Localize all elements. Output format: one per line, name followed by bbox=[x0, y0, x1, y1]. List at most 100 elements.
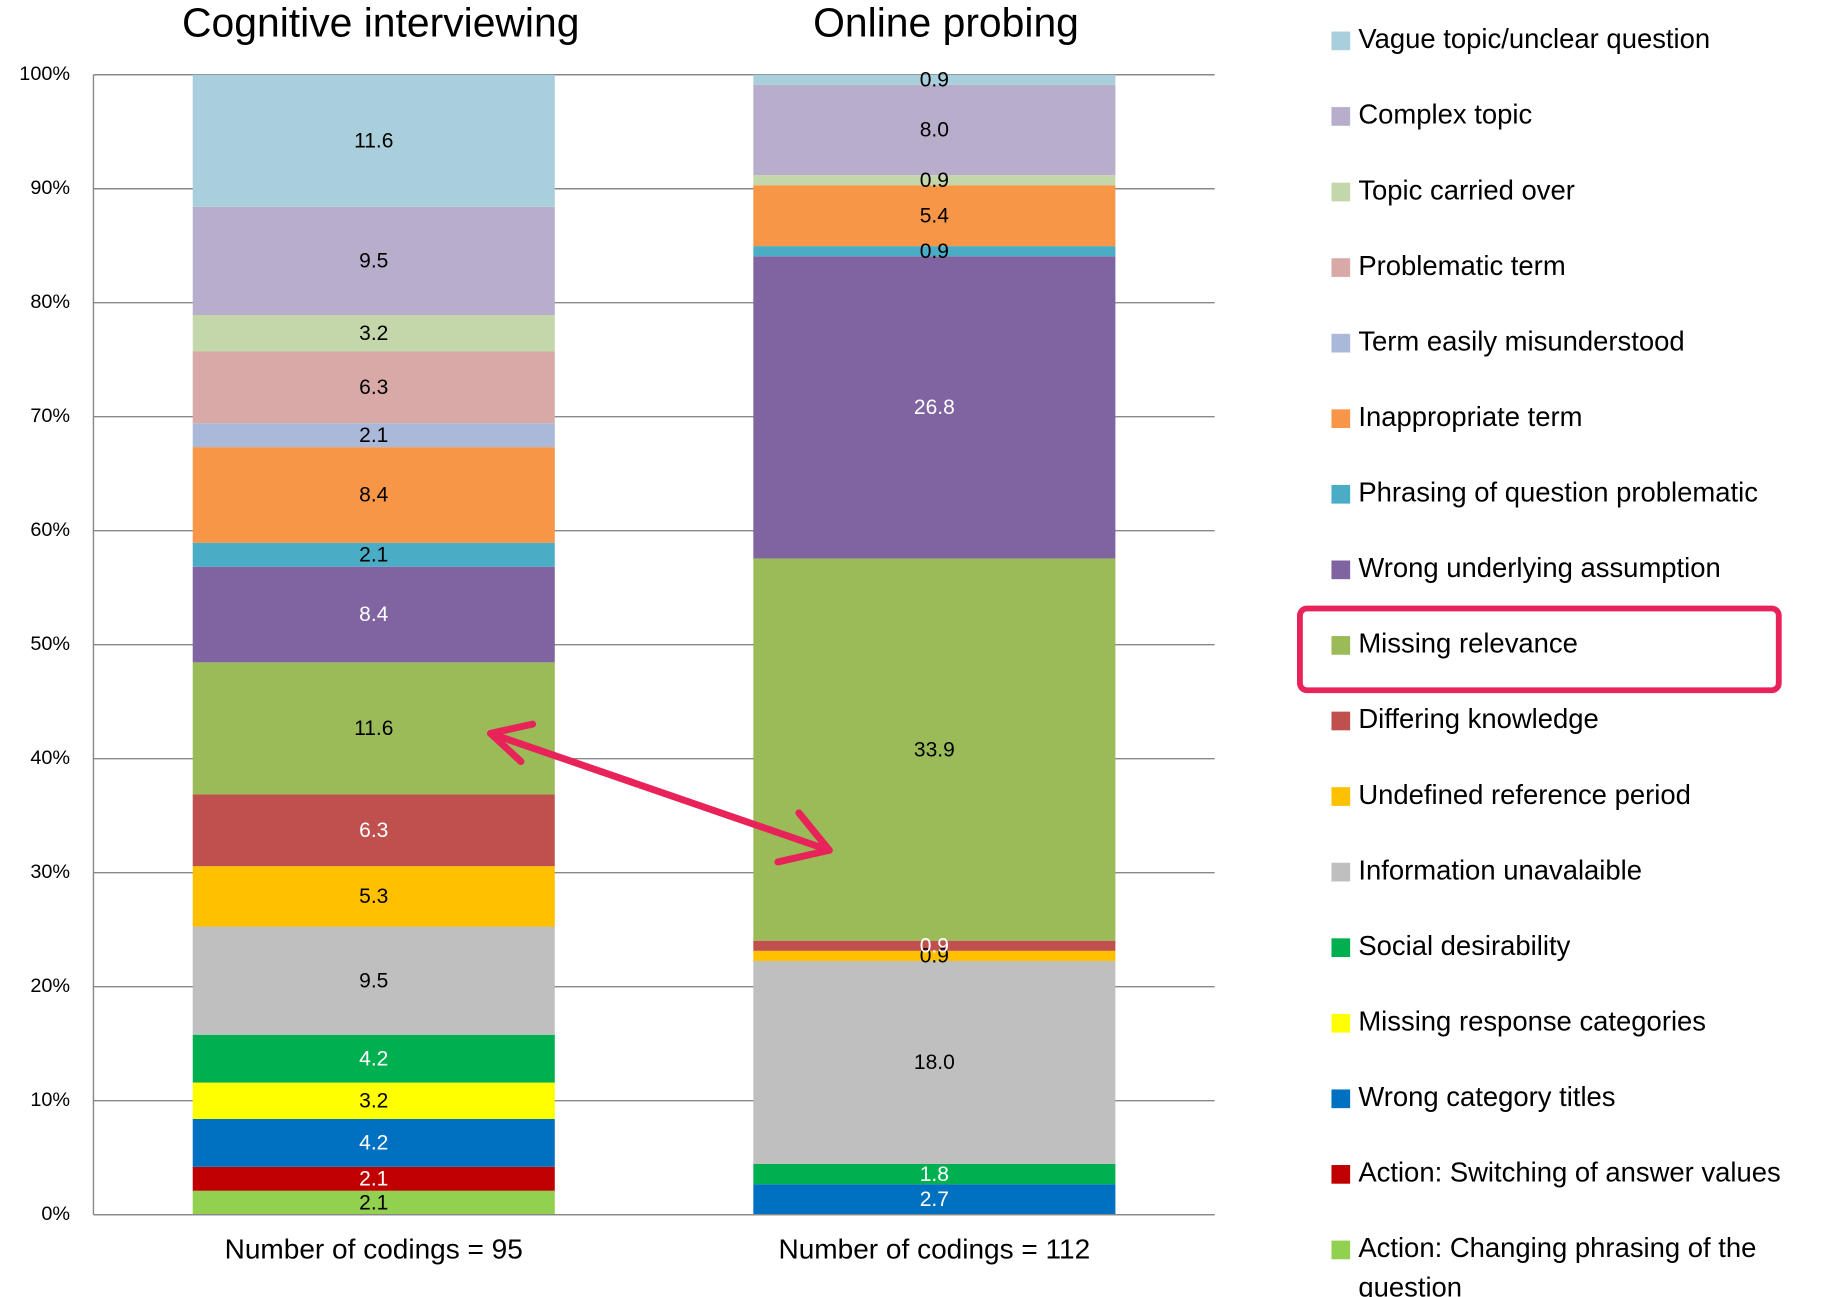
bar-segment bbox=[192, 1119, 555, 1167]
value-label: 11.6 bbox=[354, 717, 393, 740]
bar-segment bbox=[192, 926, 555, 1035]
bar-segment bbox=[753, 84, 1116, 176]
legend-label: Problematic term bbox=[1358, 250, 1565, 281]
y-tick-label: 50% bbox=[30, 633, 70, 655]
y-tick-label: 20% bbox=[30, 975, 70, 997]
bar-segment bbox=[192, 1034, 555, 1083]
bar-segment bbox=[192, 662, 555, 795]
y-tick-label: 100% bbox=[19, 63, 70, 85]
bar-segment bbox=[192, 1190, 555, 1215]
y-tick-label: 10% bbox=[30, 1089, 70, 1111]
bar-segment bbox=[753, 1163, 1116, 1185]
legend-swatch bbox=[1331, 182, 1351, 202]
bar-segment bbox=[192, 566, 555, 663]
bar-segment bbox=[192, 542, 555, 567]
value-label: 0.9 bbox=[920, 934, 949, 957]
bar-segment bbox=[753, 256, 1116, 559]
legend-label: Vague topic/unclear question bbox=[1358, 23, 1710, 54]
legend-line: question bbox=[1358, 1272, 1462, 1297]
legend-label: Action: Changing phrasing of the question bbox=[1358, 1232, 1756, 1297]
legend-swatch bbox=[1331, 333, 1351, 353]
legend-swatch bbox=[1331, 484, 1351, 504]
legend-label: Phrasing of question problematic bbox=[1358, 477, 1758, 508]
value-label: 4.2 bbox=[359, 1047, 388, 1070]
legend-label: Wrong underlying assumption bbox=[1358, 552, 1720, 583]
value-label: 1.8 bbox=[920, 1163, 949, 1186]
legend-label: Missing response categories bbox=[1358, 1005, 1706, 1036]
bar-segment bbox=[192, 794, 555, 867]
bar-segment bbox=[753, 246, 1116, 257]
bar-segment bbox=[192, 206, 555, 316]
legend-swatch bbox=[1331, 862, 1351, 882]
legend-label: Differing knowledge bbox=[1358, 703, 1598, 734]
y-tick-label: 40% bbox=[30, 747, 70, 769]
value-label: 6.3 bbox=[359, 376, 388, 399]
legend-swatch bbox=[1331, 1013, 1351, 1033]
value-label: 2.7 bbox=[920, 1188, 949, 1211]
value-label: 8.0 bbox=[920, 119, 949, 142]
column-note: Number of codings = 95 bbox=[225, 1233, 523, 1264]
value-label: 2.1 bbox=[359, 424, 388, 447]
value-label: 33.9 bbox=[914, 738, 955, 761]
value-label: 0.9 bbox=[920, 69, 949, 92]
bar-segment bbox=[192, 351, 555, 424]
legend-label: Missing relevance bbox=[1358, 628, 1578, 659]
value-label: 3.2 bbox=[359, 1089, 388, 1112]
legend-label: Undefined reference period bbox=[1358, 779, 1691, 810]
legend: Vague topic/unclear question Complex topi… bbox=[1331, 23, 1781, 1297]
value-label: 8.4 bbox=[359, 484, 389, 507]
value-label: 3.2 bbox=[359, 322, 388, 345]
legend-label: Complex topic bbox=[1358, 99, 1532, 130]
legend-swatch bbox=[1331, 787, 1351, 806]
value-label: 2.1 bbox=[359, 1191, 388, 1214]
bar-segment bbox=[192, 315, 555, 352]
legend-label: Topic carried over bbox=[1358, 174, 1575, 205]
y-tick-label: 60% bbox=[30, 519, 70, 541]
legend-label: Information unavalaible bbox=[1358, 854, 1642, 885]
legend-label: Inappropriate term bbox=[1358, 401, 1582, 432]
value-label: 9.5 bbox=[359, 969, 388, 992]
value-label: 8.4 bbox=[359, 603, 389, 626]
legend-swatch bbox=[1331, 1165, 1351, 1184]
labels: Cognitive interviewing Number of codings … bbox=[182, 0, 1090, 1264]
highlight-box bbox=[1297, 605, 1782, 694]
column-title: Cognitive interviewing bbox=[182, 0, 579, 45]
bar-segment bbox=[192, 74, 555, 207]
legend-swatch bbox=[1331, 258, 1351, 277]
value-label: 6.3 bbox=[359, 819, 388, 842]
value-label: 0.9 bbox=[920, 945, 949, 968]
value-label: 18.0 bbox=[914, 1051, 955, 1074]
y-tick-label: 80% bbox=[30, 291, 70, 313]
bar-segment bbox=[192, 866, 555, 927]
legend-swatch bbox=[1331, 31, 1351, 51]
legend-line: Action: Changing phrasing of the bbox=[1358, 1232, 1756, 1263]
arrow bbox=[487, 720, 833, 866]
column-note: Number of codings = 112 bbox=[778, 1233, 1090, 1264]
legend-label: Term easily misunderstood bbox=[1358, 325, 1684, 356]
legend-label: Social desirability bbox=[1358, 930, 1570, 961]
bar-segment bbox=[192, 447, 555, 543]
bar-segment bbox=[753, 175, 1116, 186]
legend-swatch bbox=[1331, 1240, 1351, 1260]
y-tick-label: 30% bbox=[30, 861, 70, 883]
legend-swatch bbox=[1331, 711, 1351, 731]
legend-swatch bbox=[1331, 107, 1351, 126]
value-label: 9.5 bbox=[359, 250, 388, 273]
value-label: 2.1 bbox=[359, 1168, 388, 1191]
bar-segment bbox=[192, 1082, 555, 1120]
legend-swatch bbox=[1331, 938, 1351, 958]
legend-label: Action: Switching of answer values bbox=[1358, 1157, 1780, 1188]
bars bbox=[192, 74, 1116, 1215]
bar-segment bbox=[753, 558, 1116, 941]
legend-swatch bbox=[1331, 636, 1351, 655]
value-label: 2.1 bbox=[359, 543, 388, 566]
legend-swatch bbox=[1331, 409, 1351, 429]
value-label: 5.4 bbox=[920, 204, 950, 227]
bar-segment bbox=[753, 960, 1116, 1164]
bar-segment bbox=[192, 423, 555, 448]
y-tick-label: 70% bbox=[30, 405, 70, 427]
legend-swatch bbox=[1331, 1089, 1351, 1109]
legend-label: Wrong category titles bbox=[1358, 1081, 1615, 1112]
bar-segment bbox=[192, 1166, 555, 1191]
